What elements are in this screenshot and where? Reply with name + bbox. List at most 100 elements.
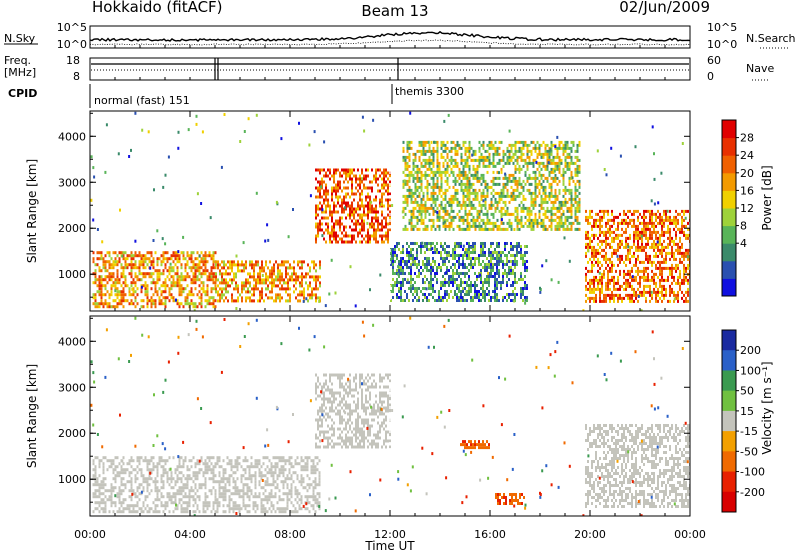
data-cell <box>637 218 639 222</box>
data-cell <box>494 284 496 287</box>
data-speck <box>220 165 223 169</box>
data-cell <box>623 221 625 225</box>
data-cell <box>506 260 508 263</box>
data-cell <box>94 480 97 484</box>
data-cell <box>154 302 157 306</box>
data-speck <box>554 145 557 149</box>
data-cell <box>492 275 494 278</box>
data-cell <box>585 218 587 222</box>
data-cell <box>651 260 653 264</box>
data-cell <box>416 209 419 213</box>
data-cell <box>466 176 469 180</box>
data-cell <box>562 176 565 180</box>
data-cell <box>464 299 466 302</box>
data-cell <box>687 248 689 252</box>
data-cell <box>619 242 621 246</box>
data-cell <box>524 140 527 144</box>
data-cell <box>253 263 255 267</box>
data-cell <box>526 155 529 159</box>
data-cell <box>243 284 245 288</box>
data-cell <box>504 227 507 231</box>
data-cell <box>454 158 457 162</box>
data-cell <box>339 195 341 199</box>
data-cell <box>506 257 508 260</box>
data-cell <box>331 216 333 220</box>
data-cell <box>524 245 526 248</box>
data-cell <box>383 186 385 190</box>
data-cell <box>327 189 329 193</box>
data-cell <box>510 158 513 162</box>
data-cell <box>325 198 327 202</box>
data-cell <box>490 275 492 278</box>
data-cell <box>512 245 514 248</box>
data-cell <box>472 152 475 156</box>
data-cell <box>536 167 539 171</box>
data-cell <box>675 233 677 237</box>
data-cell <box>518 149 521 153</box>
noise-right-label: N.Search <box>746 32 796 45</box>
data-cell <box>343 228 345 232</box>
data-cell <box>504 203 507 207</box>
data-cell <box>108 275 111 279</box>
data-cell <box>460 182 463 186</box>
data-cell <box>498 227 501 231</box>
data-cell <box>422 194 425 198</box>
data-cell <box>653 254 655 258</box>
data-cell <box>158 257 161 261</box>
data-cell <box>500 188 503 192</box>
data-cell <box>432 224 435 228</box>
data-cell <box>560 140 563 144</box>
data-cell <box>496 200 499 204</box>
data-cell <box>349 213 351 217</box>
data-cell <box>430 272 432 275</box>
data-cell <box>438 167 441 171</box>
data-cell <box>504 272 506 275</box>
data-cell <box>665 245 667 249</box>
data-cell <box>472 248 474 251</box>
data-cell <box>671 266 673 270</box>
data-cell <box>176 269 179 273</box>
data-cell <box>572 140 575 144</box>
data-cell <box>687 293 689 297</box>
data-cell <box>464 272 466 275</box>
data-cell <box>494 152 497 156</box>
data-cell <box>237 263 239 267</box>
colorbar-swatch <box>722 243 736 262</box>
data-cell <box>452 272 454 275</box>
data-cell <box>480 227 483 231</box>
data-cell <box>327 231 329 235</box>
data-cell <box>321 168 323 172</box>
data-cell <box>178 305 181 309</box>
data-cell <box>219 296 221 300</box>
data-cell <box>422 197 425 201</box>
data-cell <box>633 254 635 258</box>
data-cell <box>402 248 404 251</box>
data-cell <box>311 260 313 264</box>
data-cell <box>508 260 510 263</box>
data-cell <box>587 260 589 264</box>
data-cell <box>605 254 607 258</box>
data-cell <box>408 218 411 222</box>
data-cell <box>502 260 504 263</box>
data-cell <box>194 269 197 273</box>
data-cell <box>464 161 467 165</box>
data-cell <box>335 171 337 175</box>
data-cell <box>259 278 261 282</box>
data-cell <box>351 213 353 217</box>
data-cell <box>355 219 357 223</box>
data-cell <box>506 191 509 195</box>
data-cell <box>319 225 321 229</box>
data-cell <box>522 293 524 296</box>
data-cell <box>402 146 405 150</box>
data-cell <box>106 251 109 255</box>
data-cell <box>237 287 239 291</box>
data-cell <box>498 260 500 263</box>
data-cell <box>661 230 663 234</box>
data-cell <box>446 155 449 159</box>
colorbar-swatch <box>722 208 736 227</box>
data-cell <box>150 275 153 279</box>
data-cell <box>476 296 478 299</box>
data-cell <box>522 254 524 257</box>
data-cell <box>450 158 453 162</box>
data-cell <box>371 180 373 184</box>
